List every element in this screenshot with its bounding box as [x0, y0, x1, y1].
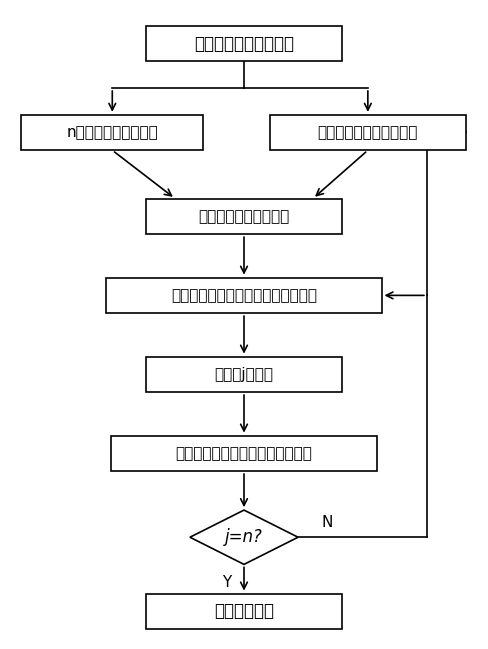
Polygon shape — [190, 510, 298, 565]
Text: j=n?: j=n? — [225, 528, 263, 546]
Text: 参考节点计算平均跳距: 参考节点计算平均跳距 — [199, 209, 289, 224]
Bar — [269, 115, 466, 151]
Bar — [21, 115, 203, 151]
Bar — [111, 435, 377, 471]
Text: 减去第j个方程: 减去第j个方程 — [215, 367, 273, 382]
Bar — [106, 278, 382, 313]
Text: 无线传感器网络初始化: 无线传感器网络初始化 — [194, 34, 294, 53]
Text: 加权最小二乘法求解未知节点位置: 加权最小二乘法求解未知节点位置 — [176, 446, 312, 461]
Bar — [146, 356, 342, 392]
Bar — [146, 199, 342, 234]
Text: 选择出最优解: 选择出最优解 — [214, 602, 274, 620]
Text: 距参考节点最小跳数信息: 距参考节点最小跳数信息 — [318, 125, 418, 140]
Text: N: N — [322, 515, 333, 530]
Bar — [146, 593, 342, 629]
Text: n个参考节点位置信息: n个参考节点位置信息 — [66, 125, 158, 140]
Text: 未知节点和参考节点间的距离方程组: 未知节点和参考节点间的距离方程组 — [171, 288, 317, 303]
Text: Y: Y — [222, 574, 231, 590]
Bar — [146, 26, 342, 62]
